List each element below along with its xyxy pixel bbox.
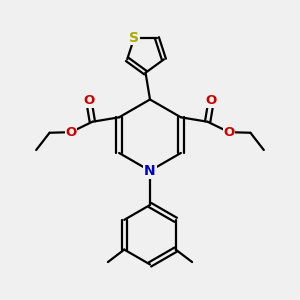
Text: S: S xyxy=(129,31,139,45)
Text: O: O xyxy=(65,126,76,139)
Text: O: O xyxy=(224,126,235,139)
Text: N: N xyxy=(144,164,156,178)
Text: O: O xyxy=(206,94,217,107)
Text: O: O xyxy=(83,94,94,107)
